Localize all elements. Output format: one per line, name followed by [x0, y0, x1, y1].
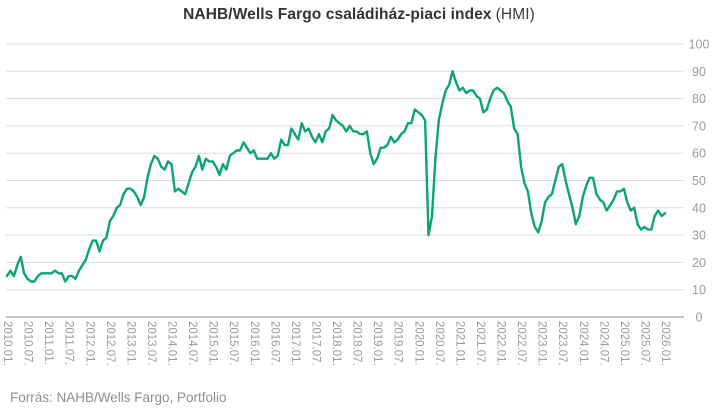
y-tick-label: 100 — [689, 38, 710, 52]
x-tick-label: 2026.01. — [659, 321, 671, 366]
x-tick-label: 2022.01. — [495, 321, 507, 366]
x-tick-label: 2017.07. — [309, 321, 321, 366]
y-tick-label: 60 — [692, 147, 706, 161]
x-tick-label: 2013.07. — [145, 321, 157, 366]
x-tick-label: 2025.01. — [618, 321, 630, 366]
x-tick-label: 2010.07. — [22, 321, 34, 366]
x-tick-label: 2015.01. — [207, 321, 219, 366]
x-tick-label: 2023.07. — [556, 321, 568, 366]
x-tick-label: 2020.07. — [433, 321, 445, 366]
x-tick-label: 2024.07. — [597, 321, 609, 366]
y-tick-label: 0 — [696, 311, 703, 325]
x-tick-label: 2013.01. — [124, 321, 136, 366]
x-tick-label: 2018.07. — [351, 321, 363, 366]
y-tick-label: 90 — [692, 65, 706, 79]
x-tick-label: 2011.07. — [63, 321, 75, 365]
hmi-series-line — [5, 70, 667, 283]
x-tick-label: 2012.07. — [104, 321, 116, 366]
x-tick-label: 2023.01. — [536, 321, 548, 366]
source-caption: Forrás: NAHB/Wells Fargo, Portfolio — [10, 390, 227, 405]
y-tick-label: 40 — [692, 201, 706, 215]
y-tick-label: 70 — [692, 119, 706, 133]
y-tick-label: 80 — [692, 92, 706, 106]
chart-title: NAHB/Wells Fargo családiház-piaci index(… — [0, 6, 718, 24]
x-tick-label: 2016.07. — [268, 321, 280, 366]
y-tick-label: 10 — [692, 283, 706, 297]
x-tick-label: 2018.01. — [330, 321, 342, 366]
x-tick-label: 2021.07. — [474, 321, 486, 366]
x-tick-label: 2010.01. — [1, 321, 13, 366]
x-tick-label: 2014.01. — [166, 321, 178, 366]
x-tick-label: 2025.07. — [638, 321, 650, 366]
x-tick-label: 2014.07. — [186, 321, 198, 366]
y-tick-label: 50 — [692, 174, 706, 188]
x-tick-label: 2021.01. — [453, 321, 465, 366]
x-tick-label: 2020.01. — [412, 321, 424, 366]
y-tick-label: 30 — [692, 229, 706, 243]
x-tick-label: 2022.07. — [515, 321, 527, 366]
x-tick-label: 2012.01. — [83, 321, 95, 366]
x-tick-label: 2015.07. — [227, 321, 239, 366]
x-tick-label: 2016.01. — [248, 321, 260, 366]
x-tick-label: 2019.07. — [392, 321, 404, 366]
x-tick-label: 2024.01. — [577, 321, 589, 366]
x-tick-label: 2019.01. — [371, 321, 383, 366]
x-tick-label: 2011.01. — [42, 321, 54, 365]
chart-title-main: NAHB/Wells Fargo családiház-piaci index — [183, 6, 492, 23]
y-tick-label: 20 — [692, 256, 706, 270]
x-tick-label: 2017.01. — [289, 321, 301, 366]
chart-title-suffix: (HMI) — [495, 6, 535, 23]
